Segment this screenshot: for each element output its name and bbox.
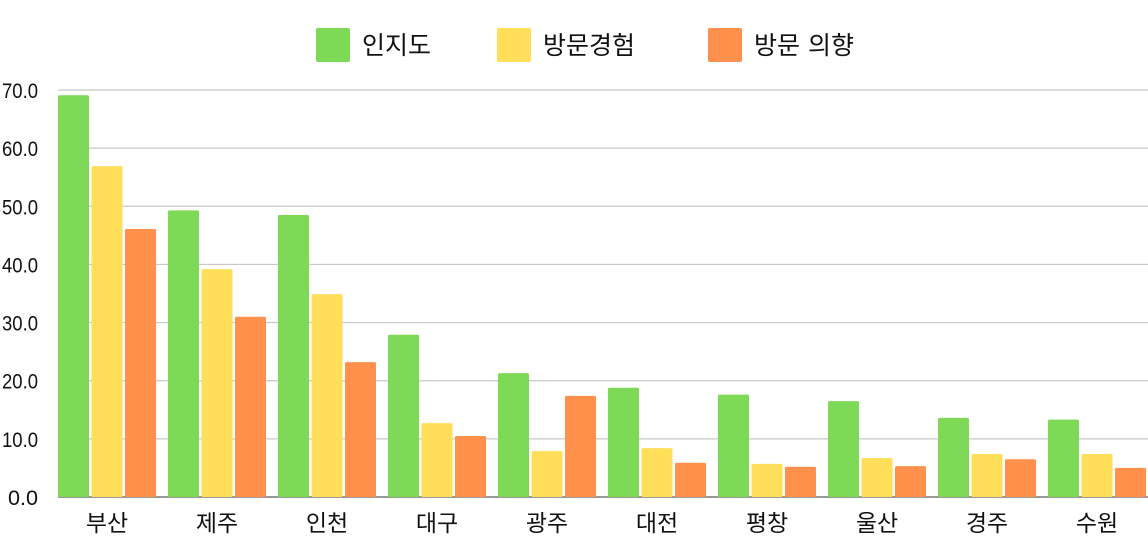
bar bbox=[675, 462, 706, 497]
y-tick-label: 10.0 bbox=[2, 429, 38, 452]
bar bbox=[1005, 459, 1036, 497]
bar bbox=[125, 228, 156, 497]
x-tick-label: 부산 bbox=[86, 511, 128, 537]
bar bbox=[641, 448, 673, 497]
x-tick-label: 인천 bbox=[306, 511, 348, 537]
y-tick-label: 0.0 bbox=[8, 487, 38, 510]
bar bbox=[388, 334, 419, 497]
x-tick-label: 제주 bbox=[196, 511, 238, 537]
x-tick-label: 평창 bbox=[746, 511, 788, 537]
bar bbox=[421, 423, 453, 497]
bar bbox=[861, 458, 893, 497]
bar bbox=[971, 453, 1003, 497]
bar bbox=[938, 417, 969, 497]
y-tick-label: 60.0 bbox=[2, 138, 38, 161]
y-axis: 0.0 10.0 20.0 30.0 40.0 50.0 60.0 70.0 bbox=[2, 80, 38, 510]
x-axis: 부산 제주 인천 대구 광주 대전 평창 울산 경주 수원 bbox=[86, 511, 1118, 537]
legend: 인지도 방문경험 방문 의향 bbox=[316, 28, 854, 62]
legend-swatch bbox=[497, 28, 531, 62]
bar bbox=[345, 362, 376, 497]
y-tick-label: 30.0 bbox=[2, 313, 38, 336]
bar bbox=[895, 466, 926, 497]
x-tick-label: 경주 bbox=[966, 511, 1008, 537]
bar bbox=[1048, 419, 1079, 497]
bar bbox=[1115, 467, 1146, 497]
bar bbox=[785, 466, 816, 497]
bar bbox=[498, 373, 529, 497]
bar bbox=[311, 294, 343, 497]
bar bbox=[751, 463, 783, 497]
bar bbox=[565, 395, 596, 497]
legend-label: 방문경험 bbox=[543, 31, 635, 60]
legend-swatch bbox=[708, 28, 742, 62]
bar bbox=[58, 95, 89, 498]
y-tick-label: 70.0 bbox=[2, 80, 38, 103]
x-tick-label: 대전 bbox=[636, 511, 678, 537]
bar bbox=[168, 210, 199, 497]
bar bbox=[91, 166, 123, 497]
legend-swatch bbox=[316, 28, 350, 62]
bar bbox=[718, 394, 749, 497]
bar bbox=[201, 269, 233, 497]
bar bbox=[1081, 453, 1113, 497]
bar bbox=[608, 387, 639, 497]
x-tick-label: 대구 bbox=[416, 511, 458, 537]
x-tick-label: 수원 bbox=[1076, 511, 1118, 537]
bar bbox=[278, 215, 309, 497]
x-tick-label: 광주 bbox=[526, 511, 568, 537]
bar bbox=[235, 316, 266, 497]
bars bbox=[58, 95, 1146, 498]
bar bbox=[455, 435, 486, 497]
legend-label: 인지도 bbox=[362, 31, 431, 60]
y-tick-label: 20.0 bbox=[2, 371, 38, 394]
bar bbox=[828, 401, 859, 497]
legend-label: 방문 의향 bbox=[754, 31, 854, 60]
y-tick-label: 40.0 bbox=[2, 254, 38, 277]
bar bbox=[531, 451, 563, 497]
x-tick-label: 울산 bbox=[856, 511, 898, 537]
y-tick-label: 50.0 bbox=[2, 196, 38, 219]
